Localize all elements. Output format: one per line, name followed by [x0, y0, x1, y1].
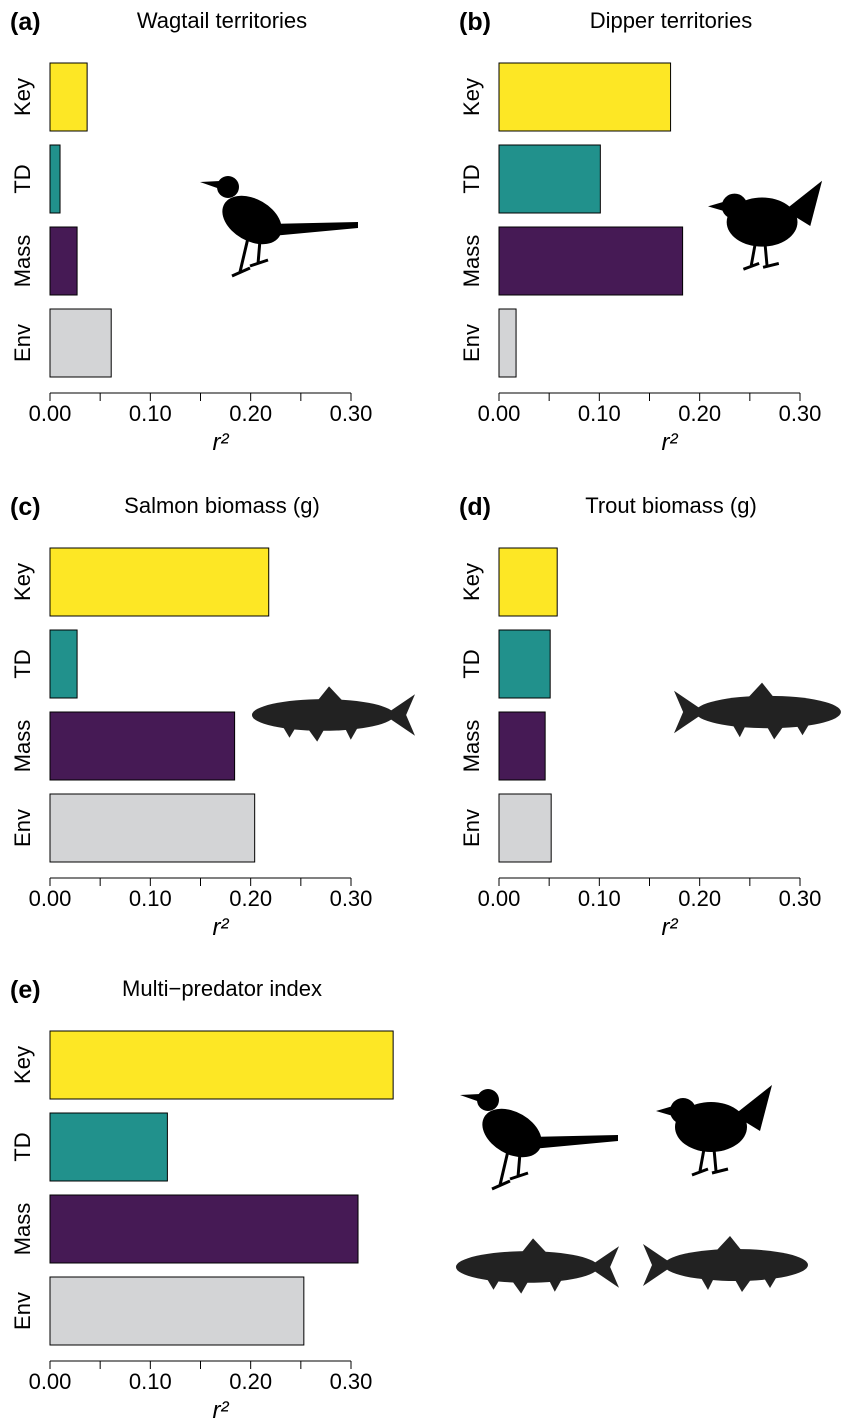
salmon-silhouette: [251, 686, 416, 742]
y-tick-label: TD: [459, 164, 484, 193]
bar: [498, 629, 551, 699]
x-axis-label: r²: [213, 429, 230, 456]
x-tick-label: 0.10: [578, 401, 621, 426]
x-axis-label: r²: [662, 429, 679, 456]
y-tick-label: TD: [10, 1132, 35, 1161]
x-tick-label: 0.20: [229, 401, 272, 426]
panel-label: (e): [10, 976, 41, 1004]
y-tick-label: Key: [10, 563, 35, 601]
bar: [49, 547, 270, 617]
y-tick-label: Key: [10, 78, 35, 116]
panel: (d) Trout biomass (g) Key TD Mass Env 0.00 0.10…: [459, 493, 821, 941]
panel: (c) Salmon biomass (g) Key TD Mass Env 0.00 0.1…: [10, 493, 372, 941]
x-tick-label: 0.30: [330, 401, 373, 426]
dipper-silhouette: [656, 1085, 774, 1177]
y-tick-label: Env: [10, 324, 35, 362]
y-tick-label: Key: [459, 78, 484, 116]
wagtail-silhouette: [460, 1087, 620, 1191]
x-tick-label: 0.00: [29, 401, 72, 426]
x-tick-label: 0.00: [478, 886, 521, 911]
bar: [49, 1194, 359, 1264]
panel-label: (d): [459, 493, 491, 521]
x-tick-label: 0.20: [229, 1369, 272, 1394]
trout-silhouette: [674, 682, 841, 740]
bar: [49, 226, 78, 296]
x-axis-label: r²: [662, 914, 679, 941]
bar: [49, 1030, 394, 1100]
x-tick-label: 0.30: [779, 401, 822, 426]
y-tick-label: Env: [459, 809, 484, 847]
panel-label: (b): [459, 8, 491, 36]
bar: [498, 711, 546, 781]
wagtail-silhouette: [200, 174, 360, 278]
y-tick-label: Env: [10, 1292, 35, 1330]
panel-label: (c): [10, 493, 41, 521]
x-tick-label: 0.10: [129, 1369, 172, 1394]
x-tick-label: 0.00: [29, 1369, 72, 1394]
x-tick-label: 0.20: [229, 886, 272, 911]
salmon-silhouette: [455, 1238, 620, 1294]
panel: (b) Dipper territories Key TD Mass Env 0.00 0.1…: [459, 8, 821, 456]
bar: [498, 144, 601, 214]
bar: [49, 711, 236, 781]
y-tick-label: Mass: [10, 235, 35, 288]
x-tick-label: 0.20: [678, 401, 721, 426]
y-tick-label: TD: [10, 164, 35, 193]
panel: (e) Multi−predator index Key TD Mass Env 0.00 0…: [10, 976, 394, 1424]
y-tick-label: TD: [10, 649, 35, 678]
chart-title: Wagtail territories: [137, 8, 307, 33]
y-tick-label: Env: [459, 324, 484, 362]
y-tick-label: Key: [10, 1046, 35, 1084]
panel: (a) Wagtail territories Key TD Mass Env 0.00 0.…: [10, 8, 372, 456]
y-tick-label: Mass: [10, 720, 35, 773]
x-tick-label: 0.00: [478, 401, 521, 426]
trout-silhouette: [643, 1236, 808, 1292]
chart-title: Dipper territories: [590, 8, 753, 33]
bar: [498, 308, 517, 378]
x-axis-label: r²: [213, 1397, 230, 1420]
x-tick-label: 0.00: [29, 886, 72, 911]
y-tick-label: TD: [459, 649, 484, 678]
chart-title: Trout biomass (g): [585, 493, 757, 518]
y-tick-label: Key: [459, 563, 484, 601]
bar: [49, 1276, 305, 1346]
panel-label: (a): [10, 8, 41, 36]
x-axis-label: r²: [213, 914, 230, 941]
y-tick-label: Mass: [459, 235, 484, 288]
x-tick-label: 0.20: [678, 886, 721, 911]
bar: [49, 793, 256, 863]
bar: [49, 629, 78, 699]
y-tick-label: Env: [10, 809, 35, 847]
bar: [49, 62, 88, 132]
chart-title: Multi−predator index: [122, 976, 322, 1001]
chart-title: Salmon biomass (g): [124, 493, 320, 518]
x-tick-label: 0.10: [578, 886, 621, 911]
bar: [49, 144, 61, 214]
bar: [498, 62, 672, 132]
bar: [498, 226, 684, 296]
bar: [498, 793, 552, 863]
x-tick-label: 0.30: [779, 886, 822, 911]
x-tick-label: 0.30: [330, 886, 373, 911]
x-tick-label: 0.10: [129, 401, 172, 426]
bar: [498, 547, 558, 617]
y-tick-label: Mass: [459, 720, 484, 773]
bar: [49, 308, 112, 378]
x-tick-label: 0.10: [129, 886, 172, 911]
bar: [49, 1112, 168, 1182]
dipper-silhouette: [708, 180, 824, 271]
y-tick-label: Mass: [10, 1203, 35, 1256]
x-tick-label: 0.30: [330, 1369, 373, 1394]
